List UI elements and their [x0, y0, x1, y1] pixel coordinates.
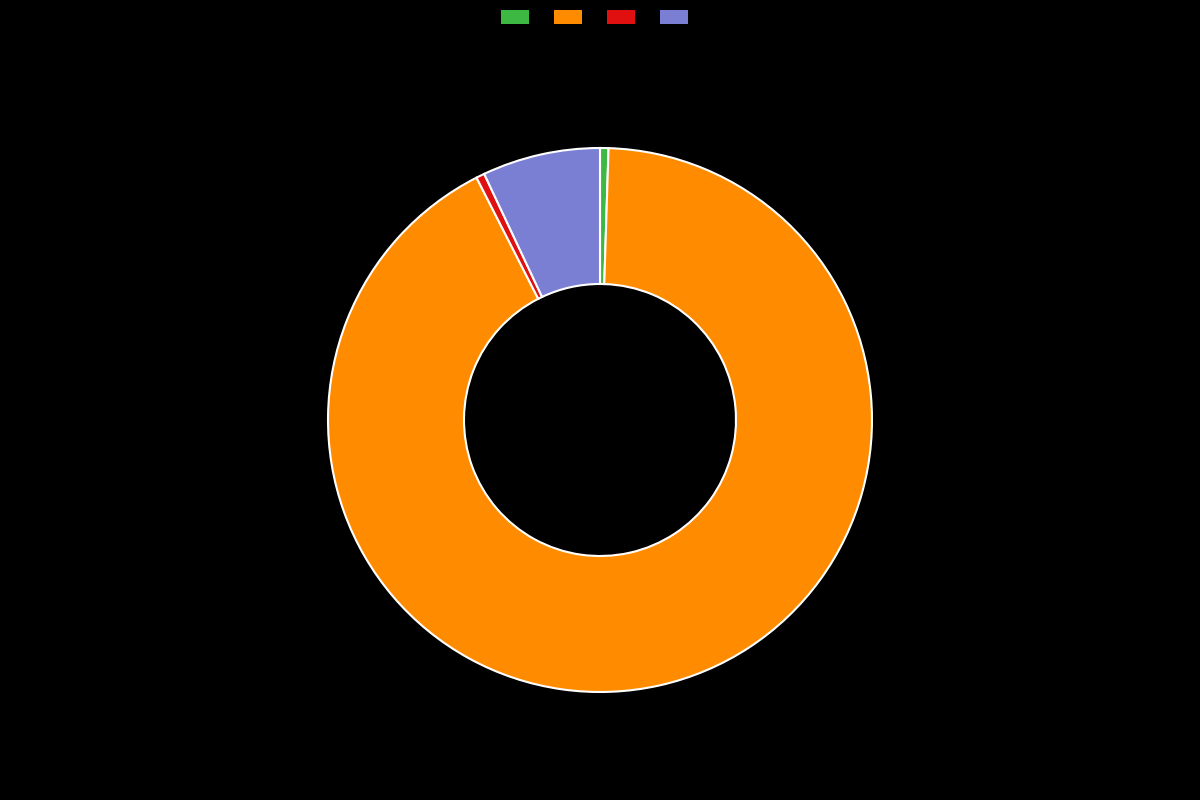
- Wedge shape: [484, 148, 600, 297]
- Wedge shape: [600, 148, 608, 284]
- Wedge shape: [476, 174, 542, 299]
- Legend: , , , : , , ,: [497, 6, 703, 29]
- Wedge shape: [328, 148, 872, 692]
